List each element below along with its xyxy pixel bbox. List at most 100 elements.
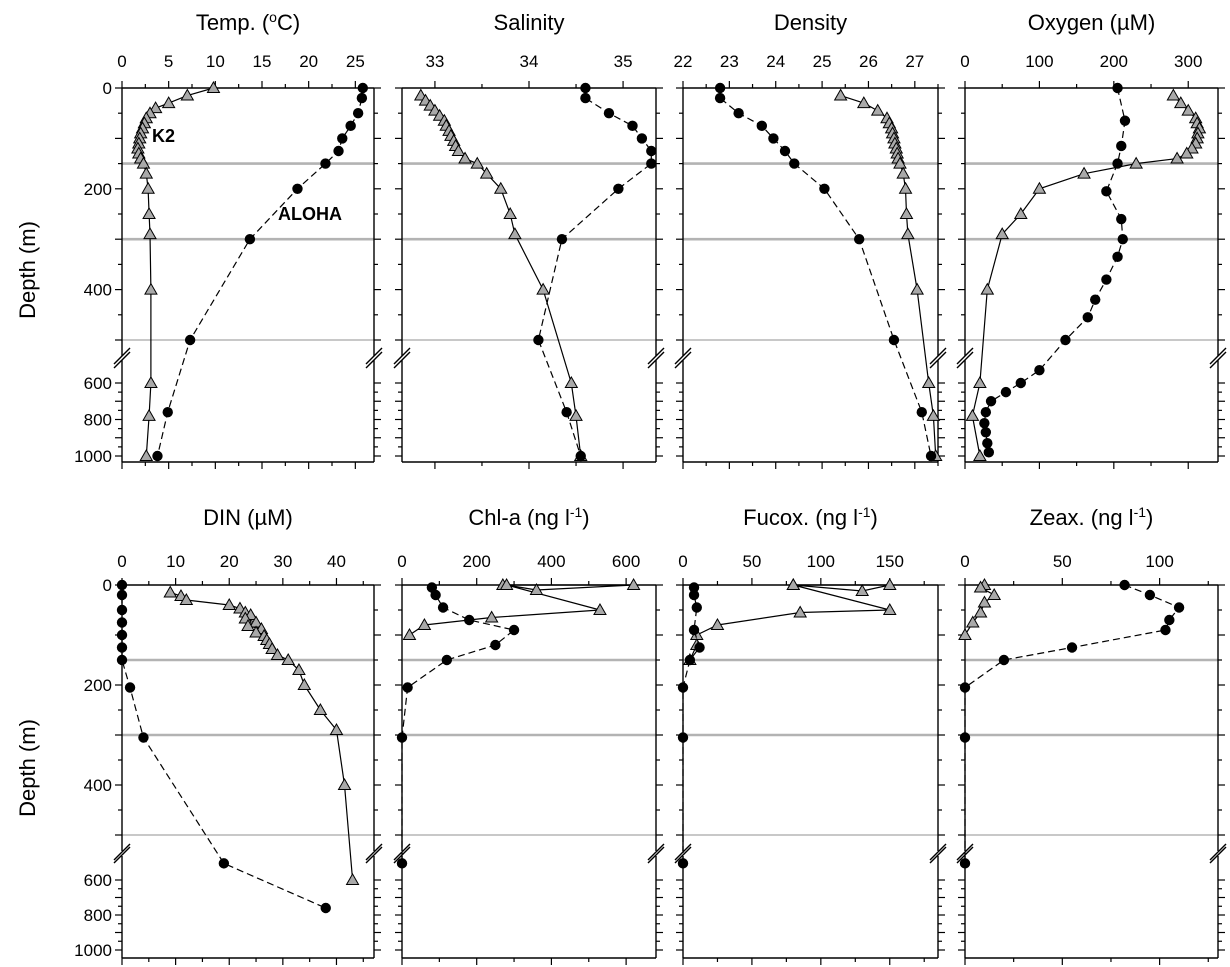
x-tick-label: 35 bbox=[614, 52, 633, 71]
x-tick-label: 0 bbox=[117, 52, 126, 71]
data-point-aloha bbox=[853, 234, 865, 245]
left-axis-break-mark bbox=[674, 846, 692, 864]
panel-title: Temp. (oC) bbox=[196, 9, 300, 35]
data-point-k2 bbox=[899, 206, 914, 219]
right-axis-break-mark bbox=[365, 351, 383, 369]
data-point-aloha bbox=[1015, 377, 1027, 389]
data-point-k2 bbox=[901, 227, 915, 240]
right-axis-break-mark bbox=[929, 351, 947, 369]
panel-title: Oxygen (µM) bbox=[1028, 10, 1156, 35]
x-tick-label: 0 bbox=[960, 552, 969, 571]
data-point-k2 bbox=[893, 156, 907, 169]
data-point-k2 bbox=[1181, 103, 1196, 116]
data-point-aloha bbox=[677, 858, 689, 869]
data-point-k2 bbox=[345, 872, 360, 885]
data-point-aloha bbox=[688, 582, 700, 593]
data-point-k2 bbox=[980, 282, 995, 295]
data-point-k2 bbox=[1129, 156, 1144, 169]
annotation-aloha: ALOHA bbox=[278, 204, 342, 224]
right-axis-break-mark bbox=[365, 347, 383, 365]
data-point-aloha bbox=[677, 682, 689, 693]
data-point-aloha bbox=[959, 732, 971, 743]
panel-title: Zeax. (ng l-1) bbox=[1030, 504, 1154, 530]
data-point-k2 bbox=[987, 587, 1002, 600]
x-tick-label: 600 bbox=[612, 552, 640, 571]
data-point-aloha bbox=[688, 624, 700, 636]
y-axis-label-bottom: Depth (m) bbox=[15, 719, 40, 817]
data-point-k2 bbox=[529, 582, 544, 595]
data-point-aloha bbox=[613, 183, 624, 194]
data-point-k2 bbox=[180, 88, 195, 101]
data-point-k2 bbox=[402, 627, 417, 640]
data-point-k2 bbox=[148, 101, 163, 114]
data-point-aloha bbox=[768, 133, 779, 144]
data-point-aloha bbox=[402, 682, 413, 693]
data-point-k2 bbox=[710, 617, 725, 630]
series-line-k2 bbox=[840, 95, 937, 457]
panel-temp: 0 200 400 600 800 1000 0 5 10 15 20 25 Temp. (oC) K2 A… bbox=[74, 9, 383, 469]
data-point-aloha bbox=[320, 902, 331, 914]
data-point-aloha bbox=[646, 145, 657, 157]
data-point-aloha bbox=[1117, 234, 1128, 245]
data-point-k2 bbox=[508, 227, 522, 240]
data-point-k2 bbox=[329, 722, 344, 735]
y-tick-label: 400 bbox=[84, 776, 112, 795]
data-point-k2 bbox=[142, 206, 156, 219]
panel-zea: 0 50 100 Zeax. (ng l-1) bbox=[956, 504, 1227, 965]
left-axis-break-mark bbox=[113, 846, 131, 864]
data-point-aloha bbox=[561, 407, 572, 418]
right-axis-break-mark bbox=[647, 846, 665, 864]
data-point-aloha bbox=[980, 407, 992, 418]
data-point-k2 bbox=[144, 375, 158, 388]
series-line-k2 bbox=[409, 584, 634, 636]
data-point-k2 bbox=[995, 227, 1010, 240]
x-tick-label: 10 bbox=[206, 52, 225, 71]
data-point-k2 bbox=[833, 88, 848, 101]
data-point-k2 bbox=[870, 103, 885, 116]
x-tick-label: 0 bbox=[117, 552, 126, 571]
x-tick-label: 400 bbox=[537, 552, 565, 571]
data-point-k2 bbox=[973, 375, 987, 388]
x-tick-label: 100 bbox=[807, 552, 835, 571]
data-point-k2 bbox=[977, 595, 992, 608]
data-point-aloha bbox=[636, 133, 648, 144]
right-axis-break-mark bbox=[1209, 351, 1227, 369]
data-point-k2 bbox=[161, 96, 176, 109]
data-point-k2 bbox=[1179, 146, 1194, 159]
x-tick-label: 40 bbox=[327, 552, 346, 571]
data-point-k2 bbox=[965, 408, 980, 421]
data-point-aloha bbox=[437, 602, 449, 613]
data-point-aloha bbox=[691, 602, 702, 613]
right-axis-break-mark bbox=[929, 843, 947, 861]
series-line-aloha bbox=[719, 88, 932, 457]
data-point-aloha bbox=[1116, 213, 1127, 225]
y-tick-label: 1000 bbox=[74, 941, 112, 960]
x-tick-label: 150 bbox=[876, 552, 904, 571]
y-axis-label-top: Depth (m) bbox=[15, 221, 40, 319]
data-point-k2 bbox=[1077, 166, 1091, 179]
data-point-k2 bbox=[503, 206, 518, 219]
data-point-k2 bbox=[965, 615, 980, 628]
data-point-aloha bbox=[998, 654, 1010, 666]
left-axis-break-mark bbox=[113, 351, 131, 369]
data-point-k2 bbox=[973, 448, 987, 461]
data-point-aloha bbox=[779, 145, 791, 157]
data-point-k2 bbox=[451, 143, 466, 156]
x-tick-label: 25 bbox=[813, 52, 832, 71]
x-tick-label: 23 bbox=[720, 52, 739, 71]
y-tick-label: 600 bbox=[84, 374, 112, 393]
data-point-aloha bbox=[694, 642, 705, 653]
data-point-aloha bbox=[430, 589, 441, 601]
data-point-aloha bbox=[627, 120, 638, 131]
data-point-aloha bbox=[352, 108, 364, 119]
x-tick-label: 22 bbox=[674, 52, 693, 71]
panel-title: Fucox. (ng l-1) bbox=[743, 504, 878, 530]
panel-title: Density bbox=[774, 10, 847, 35]
data-point-k2 bbox=[179, 592, 194, 605]
data-point-k2 bbox=[856, 96, 871, 109]
x-tick-label: 27 bbox=[905, 52, 924, 71]
x-tick-label: 25 bbox=[346, 52, 365, 71]
x-tick-label: 200 bbox=[1100, 52, 1128, 71]
data-point-aloha bbox=[603, 108, 615, 119]
